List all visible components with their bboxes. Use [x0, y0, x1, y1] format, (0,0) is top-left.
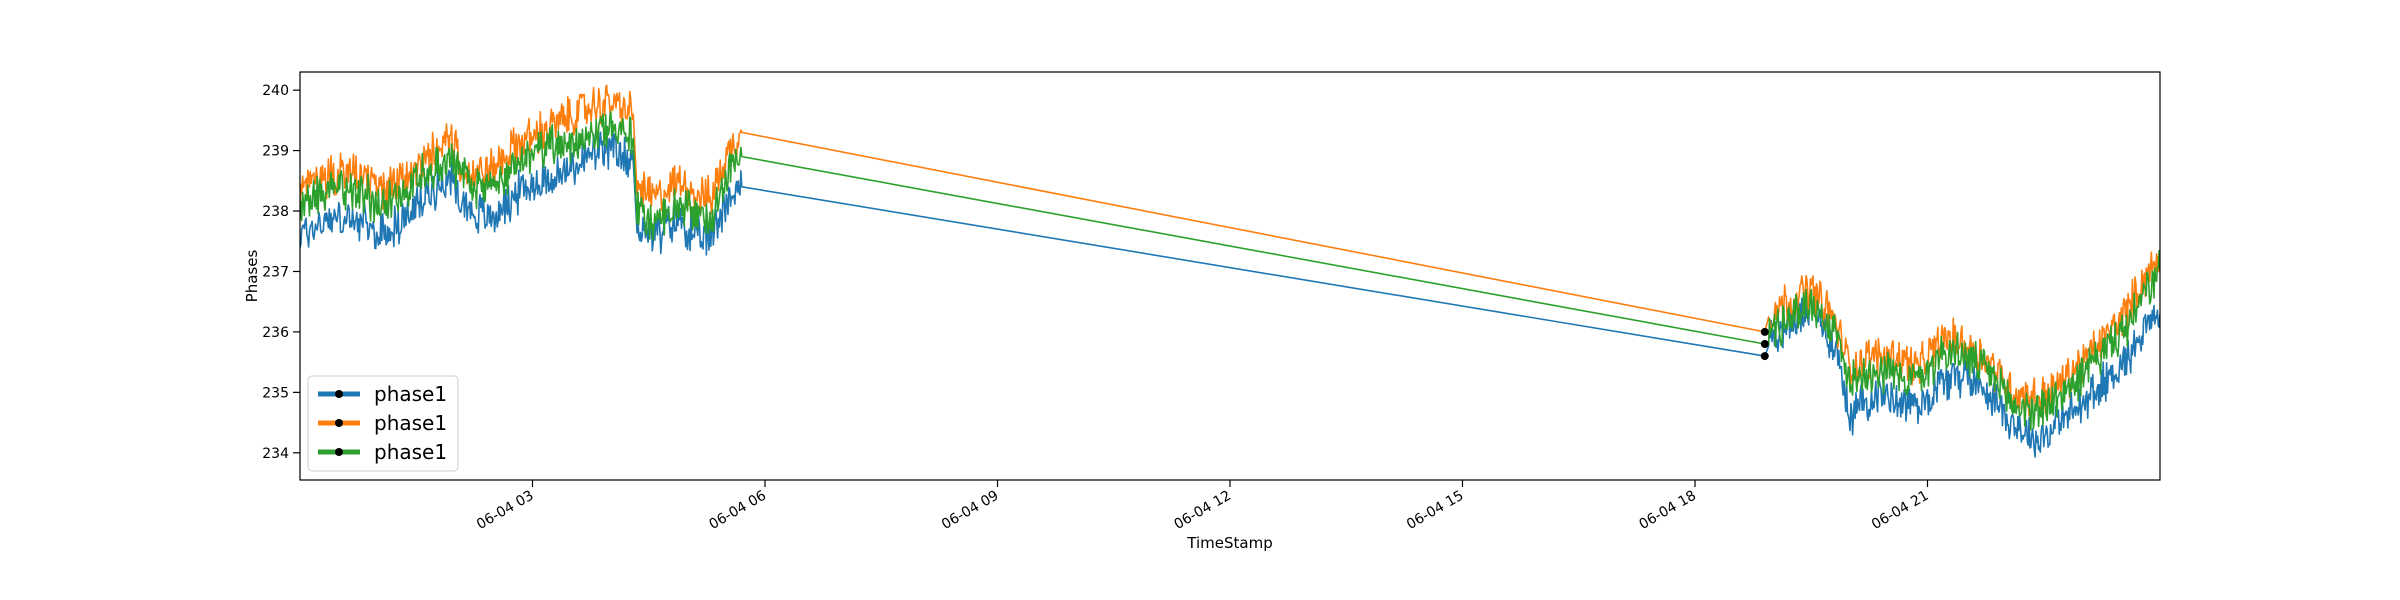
legend-label-1: phase1	[374, 382, 447, 406]
legend-label-2: phase1	[374, 411, 447, 435]
y-axis-label: Phases	[243, 250, 261, 303]
series-layer	[300, 84, 2160, 458]
legend-marker-2	[335, 419, 343, 427]
y-tick-label: 238	[262, 204, 289, 220]
x-tick-label: 06-04 06	[706, 488, 769, 533]
plot-area	[300, 84, 2160, 458]
x-tick-label: 06-04 18	[1636, 488, 1699, 533]
legend-marker-1	[335, 390, 343, 398]
y-tick-label: 236	[262, 325, 289, 341]
legend-marker-3	[335, 448, 343, 456]
legend-box	[307, 375, 459, 472]
x-tick-label: 06-04 21	[1869, 488, 1932, 533]
x-tick-label: 06-04 12	[1171, 488, 1234, 533]
y-tick-label: 237	[262, 264, 289, 280]
gap-marker-layer	[1760, 327, 1769, 361]
series-line-3	[300, 110, 2160, 431]
y-tick-label: 239	[262, 144, 289, 160]
x-tick-label: 06-04 09	[939, 488, 1002, 533]
series-gap-marker-2	[1760, 327, 1769, 336]
x-tick-label: 06-04 15	[1404, 488, 1467, 533]
legend-label-3: phase1	[374, 440, 447, 464]
legend: phase1 phase1 phase1	[307, 375, 459, 472]
y-tick-label: 234	[262, 446, 289, 462]
series-gap-marker-1	[1760, 352, 1769, 361]
x-axis: 06-04 03 06-04 06 06-04 09 06-04 12 06-04 15…	[474, 480, 1932, 533]
y-tick-label: 240	[262, 83, 289, 99]
x-tick-label: 06-04 03	[474, 488, 537, 533]
series-line-2	[300, 84, 2160, 417]
x-axis-label: TimeStamp	[1186, 534, 1272, 552]
y-axis: 234 235 236 237 238 239 240	[262, 83, 300, 462]
series-gap-marker-3	[1760, 340, 1769, 348]
y-tick-label: 235	[262, 385, 289, 401]
series-line-1	[300, 129, 2160, 458]
